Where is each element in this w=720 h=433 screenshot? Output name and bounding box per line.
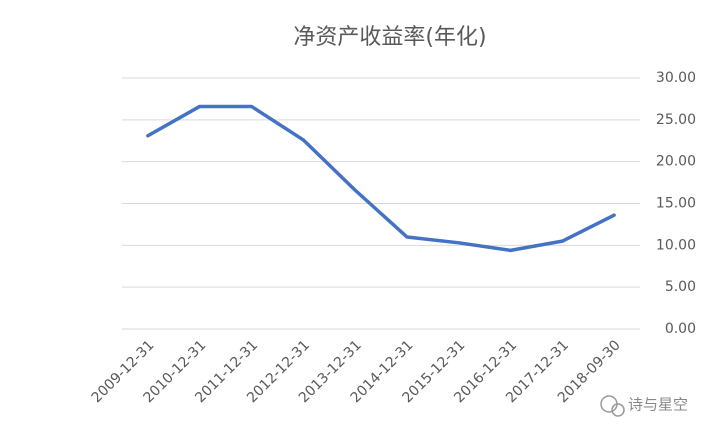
y-tick-label: 5.00 (665, 279, 696, 295)
y-tick-label: 15.00 (656, 196, 696, 212)
y-tick-label: 10.00 (656, 237, 696, 253)
y-tick-label: 25.00 (656, 112, 696, 128)
line (146, 104, 616, 253)
watermark-icon (600, 395, 625, 417)
y-tick-label: 20.00 (656, 154, 696, 170)
chart-title: 净资产收益率(年化) (293, 25, 486, 50)
y-tick-label: 30.00 (656, 70, 696, 86)
y-tick-label: 0.00 (665, 321, 696, 337)
watermark: 诗与星空 (628, 396, 688, 414)
